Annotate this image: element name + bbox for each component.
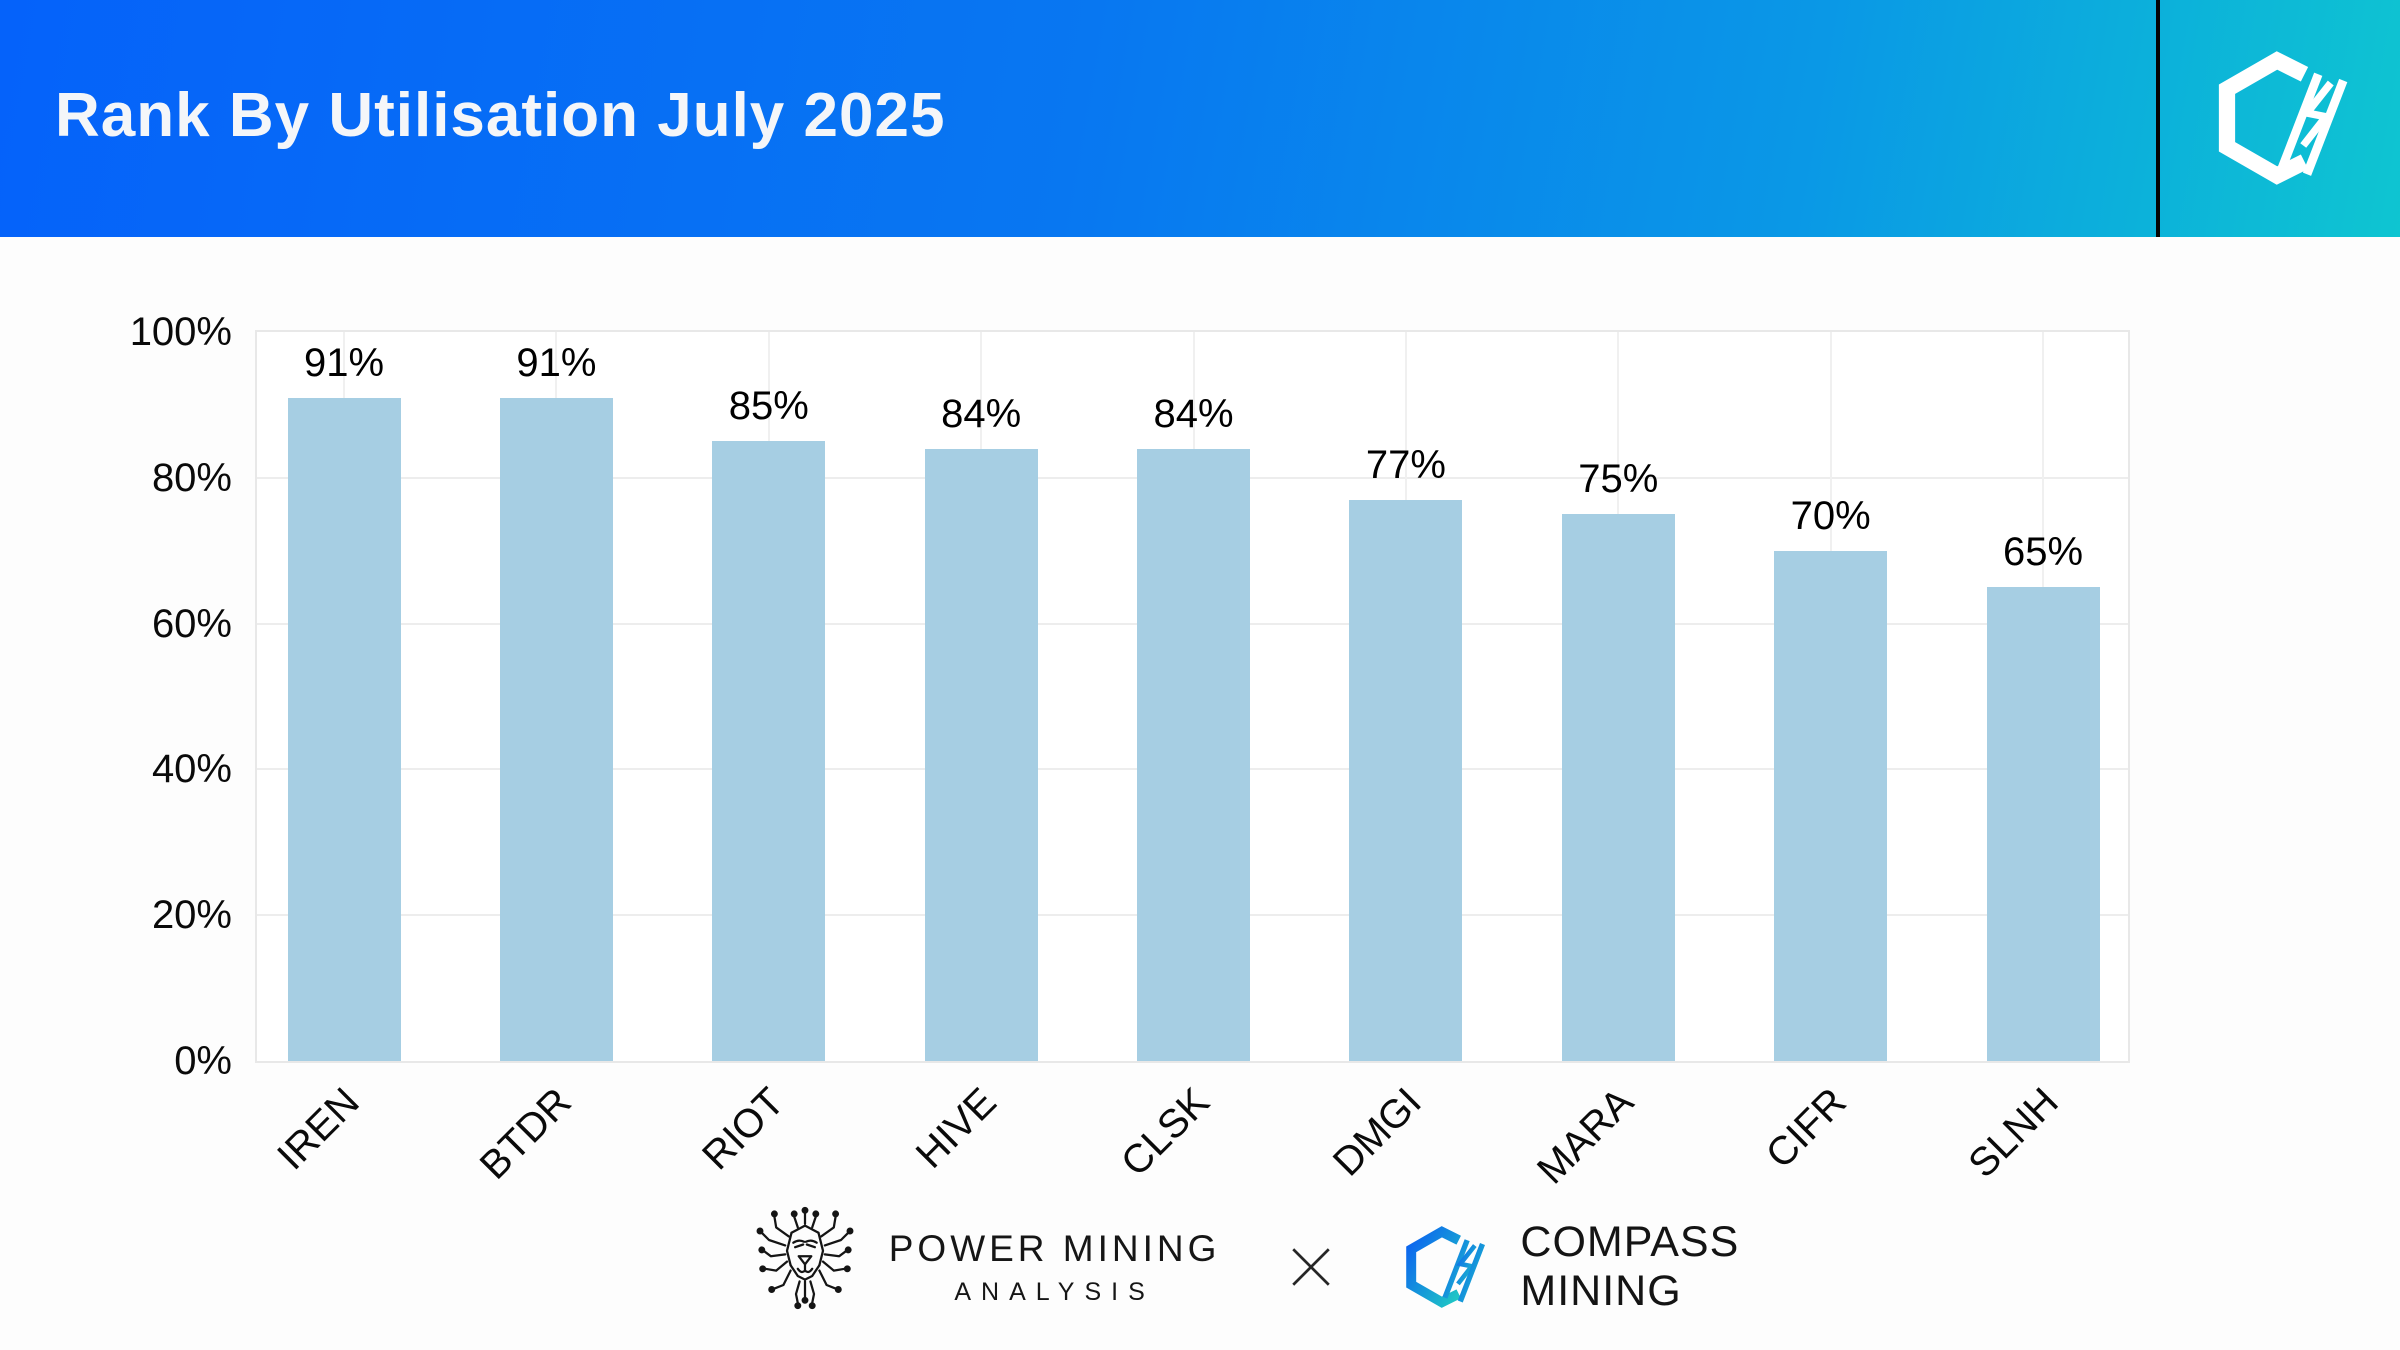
footer-branding: POWER MINING ANALYSIS COMPASS MINING xyxy=(45,1192,2400,1342)
power-mining-title: POWER MINING xyxy=(888,1227,1221,1269)
bar-value-label: 85% xyxy=(728,384,809,429)
compass-mining-line2: MINING xyxy=(1520,1267,1682,1315)
compass-hexagon-logo-icon xyxy=(1406,1226,1486,1308)
y-tick-label: 80% xyxy=(151,455,232,500)
plot-inner: 91% 91% 85% 84% 84% 77% 75% 70% 65% xyxy=(257,332,2128,1061)
header-banner: Rank By Utilisation July 2025 xyxy=(0,0,2400,237)
bar-value-label: 91% xyxy=(303,340,385,385)
y-tick-label: 60% xyxy=(151,601,232,646)
bar-value-label: 84% xyxy=(1153,391,1234,436)
bar-hive xyxy=(924,448,1038,1061)
power-mining-subtitle: ANALYSIS xyxy=(954,1277,1155,1306)
bar-value-label: 70% xyxy=(1790,493,1871,538)
bar-value-label: 84% xyxy=(941,391,1022,436)
bar-mara xyxy=(1561,514,1675,1061)
y-axis: 100% 80% 60% 40% 20% 0% xyxy=(40,310,232,1083)
bar-value-label: 65% xyxy=(2002,530,2084,575)
bar-value-label: 77% xyxy=(1365,442,1446,487)
bar-cifr xyxy=(1774,550,1888,1061)
compass-mining-wordmark: COMPASS MINING xyxy=(1520,1218,1739,1316)
header-divider-line xyxy=(2156,0,2160,237)
page-title: Rank By Utilisation July 2025 xyxy=(55,81,946,150)
bar-riot xyxy=(712,441,826,1061)
bar-btdr xyxy=(499,397,613,1061)
bar-slnh xyxy=(1986,587,2100,1061)
bar-clsk xyxy=(1137,448,1250,1061)
chart-plot-area: 91% 91% 85% 84% 84% 77% 75% 70% 65% xyxy=(255,330,2130,1063)
bar-value-label: 75% xyxy=(1578,457,1659,502)
bar-dmgi xyxy=(1349,499,1463,1061)
bar-iren xyxy=(287,397,401,1061)
power-mining-wordmark: POWER MINING ANALYSIS xyxy=(889,1228,1221,1307)
y-tick-label: 20% xyxy=(151,893,232,938)
y-tick-label: 40% xyxy=(151,747,232,792)
compass-mining-line1: COMPASS xyxy=(1520,1217,1740,1266)
compass-hexagon-logo-icon xyxy=(2218,51,2348,185)
y-tick-label: 0% xyxy=(174,1039,232,1083)
y-tick-label: 100% xyxy=(129,310,232,354)
bar-value-label: 91% xyxy=(516,340,597,385)
power-mining-lion-icon xyxy=(756,1206,854,1310)
x-separator-icon xyxy=(1292,1248,1331,1286)
